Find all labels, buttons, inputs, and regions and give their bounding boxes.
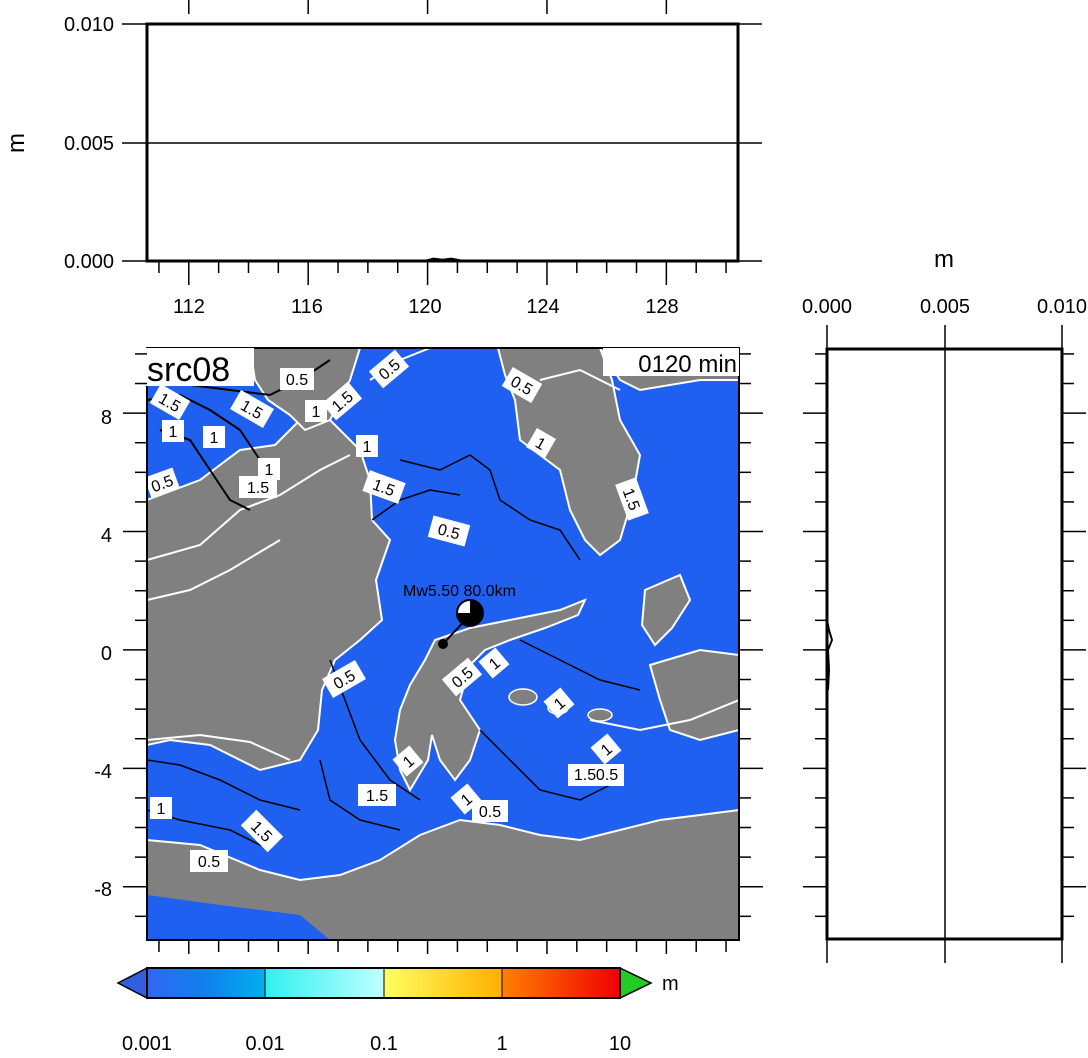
contour-label: 1 bbox=[312, 404, 321, 421]
top-x-tick-label-116: 116 bbox=[291, 296, 323, 318]
contour-label: 1 bbox=[210, 430, 219, 447]
contour-label: 1 bbox=[265, 462, 274, 479]
contour-label: 1.5 bbox=[366, 788, 388, 805]
right-x-tick-label-2: 0.010 bbox=[1037, 296, 1087, 318]
top-x-tick-label-112: 112 bbox=[173, 296, 205, 318]
right-x-tick-label-1: 0.005 bbox=[920, 296, 970, 318]
contour-label: 0.5 bbox=[198, 854, 220, 871]
colorbar-over-arrow bbox=[619, 966, 653, 1000]
map-y-tick-label-4: 4 bbox=[101, 525, 112, 547]
top-y-tick-label-0: 0.010 bbox=[64, 14, 114, 36]
map-y-tick-label-neg4: -4 bbox=[94, 761, 112, 783]
colorbar-segment-2 bbox=[265, 968, 384, 998]
event-label: Mw5.50 80.0km bbox=[403, 583, 516, 600]
colorbar-tick-label-4: 10 bbox=[609, 1033, 631, 1055]
contour-label: 1.5 bbox=[370, 477, 397, 501]
contour-label: 0.5 bbox=[436, 521, 462, 543]
top-x-tick-label-120: 120 bbox=[408, 296, 441, 318]
colorbar-segment-4 bbox=[502, 968, 620, 998]
map-y-tick-label-8: 8 bbox=[101, 407, 112, 429]
top-x-tick-label-124: 124 bbox=[526, 296, 559, 318]
colorbar: m 0.001 0.01 0.1 1 10 bbox=[116, 966, 679, 1055]
time-label: 0120 min bbox=[638, 351, 737, 378]
map-land bbox=[147, 348, 739, 940]
contour-label: 1.5 bbox=[247, 480, 269, 497]
contour-label: 0.5 bbox=[149, 473, 176, 497]
right-panel-trace bbox=[826, 619, 834, 691]
colorbar-segment-1 bbox=[147, 968, 265, 998]
map-frame bbox=[146, 347, 740, 941]
colorbar-unit: m bbox=[662, 973, 679, 995]
contour-label: 1 bbox=[157, 801, 166, 818]
right-panel: m 0.000 0.005 0.010 bbox=[802, 246, 1087, 963]
source-label-bg bbox=[140, 348, 254, 386]
waveform-series-line bbox=[147, 257, 738, 262]
contour-label-boxes bbox=[144, 349, 649, 872]
colorbar-tick-label-3: 1 bbox=[496, 1033, 507, 1055]
top-y-tick-label-2: 0.000 bbox=[64, 251, 114, 273]
map-y-tick-label-0: 0 bbox=[101, 643, 112, 665]
contour-label: 1 bbox=[169, 424, 178, 441]
top-y-ticks bbox=[122, 23, 762, 262]
map-y-tick-label-neg8: -8 bbox=[94, 879, 112, 901]
top-y-axis-label: m bbox=[3, 133, 30, 153]
right-x-tick-label-0: 0.000 bbox=[802, 296, 852, 318]
contour-label: 0.5 bbox=[286, 372, 308, 389]
colorbar-tick-label-2: 0.1 bbox=[370, 1033, 398, 1055]
source-label: src08 bbox=[147, 351, 230, 389]
top-x-ticks bbox=[158, 0, 727, 285]
colorbar-under-arrow bbox=[116, 966, 148, 1000]
colorbar-tick-label-0: 0.001 bbox=[122, 1033, 172, 1055]
colorbar-segment-3 bbox=[384, 968, 502, 998]
contour-label: 1.5 bbox=[574, 767, 596, 784]
top-panel: 0.010 0.005 0.000 m 112 116 120 124 128 bbox=[3, 0, 762, 318]
contour-label: 0.5 bbox=[596, 767, 618, 784]
epicenter-marker bbox=[438, 599, 484, 649]
top-y-tick-label-1: 0.005 bbox=[64, 133, 114, 155]
map-panel: 0.5 0.5 0.5 0.5 0.5 0.5 0.5 0.5 0.5 1 1 … bbox=[94, 347, 763, 954]
right-x-axis-label: m bbox=[934, 246, 954, 273]
right-ticks bbox=[803, 325, 1086, 963]
colorbar-tick-label-1: 0.01 bbox=[246, 1033, 285, 1055]
time-label-bg bbox=[603, 348, 739, 376]
contour-label: 1 bbox=[363, 439, 372, 456]
contour-label: 0.5 bbox=[479, 804, 501, 821]
map-ticks bbox=[123, 353, 763, 954]
contour-label: 1.5 bbox=[619, 486, 643, 513]
top-x-tick-label-128: 128 bbox=[645, 296, 678, 318]
